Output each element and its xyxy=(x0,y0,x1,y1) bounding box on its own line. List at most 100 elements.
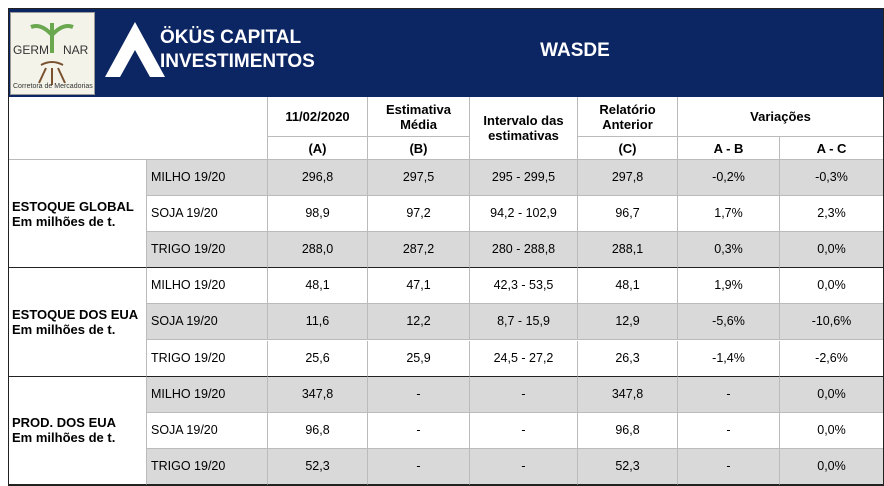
cell: 97,2 xyxy=(368,196,470,233)
cell: 98,9 xyxy=(268,196,368,233)
header-line: 11/02/2020 xyxy=(285,109,350,124)
row-label: TRIGO 19/20 xyxy=(147,232,268,269)
cell: 287,2 xyxy=(368,232,470,269)
cell: 48,1 xyxy=(578,268,678,305)
cell: 296,8 xyxy=(268,160,368,197)
cell: - xyxy=(678,448,780,485)
cell: 8,7 - 15,9 xyxy=(470,304,578,341)
cell: 288,0 xyxy=(268,232,368,269)
cell: -0,2% xyxy=(678,160,780,197)
row-label: SOJA 19/20 xyxy=(147,304,268,341)
header-blank xyxy=(8,97,268,160)
company-line: INVESTIMENTOS xyxy=(160,51,315,72)
cell: - xyxy=(368,412,470,449)
cell: 297,8 xyxy=(578,160,678,197)
header-line: Anterior xyxy=(602,116,653,132)
group-label: ESTOQUE DOS EUA Em milhões de t. xyxy=(8,268,147,377)
header-line: (B) xyxy=(409,140,428,156)
company-logo xyxy=(105,22,165,77)
group-label-line: Em milhões de t. xyxy=(12,213,116,229)
row-label: SOJA 19/20 xyxy=(147,196,268,233)
cell: 0,0% xyxy=(780,412,884,449)
group-label-line: ESTOQUE DOS EUA xyxy=(12,306,139,322)
company-line: ÖKÜS CAPITAL xyxy=(160,27,302,48)
logo-art xyxy=(30,23,74,85)
header-line: A - B xyxy=(713,140,744,156)
cell: 52,3 xyxy=(268,448,368,485)
cell: 42,3 - 53,5 xyxy=(470,268,578,305)
cell: 297,5 xyxy=(368,160,470,197)
column-header: Estimativa Média xyxy=(368,97,470,137)
company-name: ÖKÜS CAPITAL INVESTIMENTOS xyxy=(160,26,315,74)
row-label: MILHO 19/20 xyxy=(147,268,268,305)
header-line: (C) xyxy=(618,140,637,156)
column-header: Variações xyxy=(678,97,884,137)
cell: 26,3 xyxy=(578,340,678,377)
cell: -1,4% xyxy=(678,340,780,377)
cell: 0,0% xyxy=(780,268,884,305)
header-line: Média xyxy=(400,116,437,132)
cell: 0,0% xyxy=(780,376,884,413)
cell: - xyxy=(470,412,578,449)
group-label: PROD. DOS EUA Em milhões de t. xyxy=(8,376,147,485)
logo-caption: Corretora de Mercadorias xyxy=(13,83,93,90)
cell: 52,3 xyxy=(578,448,678,485)
cell: - xyxy=(368,376,470,413)
cell: -5,6% xyxy=(678,304,780,341)
header-line: Relatório xyxy=(599,101,656,117)
cell: - xyxy=(470,376,578,413)
cell: 48,1 xyxy=(268,268,368,305)
cell: 96,8 xyxy=(268,412,368,449)
cell: -2,6% xyxy=(780,340,884,377)
cell: 25,9 xyxy=(368,340,470,377)
group-label-line: PROD. DOS EUA xyxy=(12,415,117,431)
cell: 94,2 - 102,9 xyxy=(470,196,578,233)
cell: 96,8 xyxy=(578,412,678,449)
row-label: TRIGO 19/20 xyxy=(147,448,268,485)
logo-text: GERM xyxy=(13,43,49,57)
cell: -0,3% xyxy=(780,160,884,197)
cell: 2,3% xyxy=(780,196,884,233)
cell: 280 - 288,8 xyxy=(470,232,578,269)
cell: 12,9 xyxy=(578,304,678,341)
cell: 1,9% xyxy=(678,268,780,305)
cell: 0,0% xyxy=(780,448,884,485)
cell: -10,6% xyxy=(780,304,884,341)
header-band xyxy=(8,8,884,97)
cell: 0,3% xyxy=(678,232,780,269)
subheader: (C) xyxy=(578,137,678,160)
column-header: 11/02/2020 xyxy=(268,97,368,137)
header-line: (A) xyxy=(308,140,327,156)
logo-text: NAR xyxy=(63,43,89,57)
cell: 47,1 xyxy=(368,268,470,305)
logo: GERM NAR Corretora de Mercadorias xyxy=(10,12,95,95)
cell: - xyxy=(368,448,470,485)
cell: 96,7 xyxy=(578,196,678,233)
header-line: Variações xyxy=(750,109,811,124)
cell: 12,2 xyxy=(368,304,470,341)
group-label-line: Em milhões de t. xyxy=(12,430,116,446)
cell: - xyxy=(678,376,780,413)
row-label: MILHO 19/20 xyxy=(147,376,268,413)
group-label: ESTOQUE GLOBAL Em milhões de t. xyxy=(8,160,147,269)
subheader: (B) xyxy=(368,137,470,160)
cell: - xyxy=(678,412,780,449)
row-label: TRIGO 19/20 xyxy=(147,340,268,377)
cell: 347,8 xyxy=(268,376,368,413)
cell: 11,6 xyxy=(268,304,368,341)
cell: 0,0% xyxy=(780,232,884,269)
subheader: A - B xyxy=(678,137,780,160)
header-line: Intervalo das xyxy=(483,113,564,128)
cell: 24,5 - 27,2 xyxy=(470,340,578,377)
cell: 295 - 299,5 xyxy=(470,160,578,197)
header-line: estimativas xyxy=(488,128,559,143)
group-label-line: Em milhões de t. xyxy=(12,321,116,337)
row-label: MILHO 19/20 xyxy=(147,160,268,197)
cell: - xyxy=(470,448,578,485)
subheader: A - C xyxy=(780,137,884,160)
cell: 1,7% xyxy=(678,196,780,233)
title: WASDE xyxy=(540,40,610,61)
cell: 25,6 xyxy=(268,340,368,377)
header-line: Estimativa xyxy=(385,101,452,117)
